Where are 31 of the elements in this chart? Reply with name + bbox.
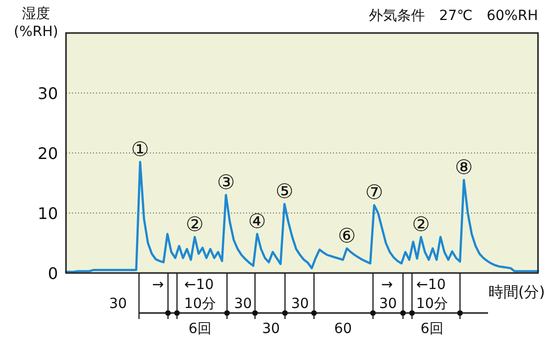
text: 30 (379, 296, 397, 312)
data-label: ② (412, 212, 430, 236)
data-label: ⑥ (338, 223, 356, 248)
text: 30 (291, 296, 309, 312)
text: 10分 (416, 296, 448, 312)
text: → (152, 277, 164, 293)
text: 30 (109, 296, 127, 312)
data-label: ⑦ (365, 180, 384, 204)
text: 60 (334, 321, 352, 337)
y-tick-label: 0 (48, 264, 58, 283)
y-tick-label: 30 (38, 84, 58, 103)
y-tick-label: 20 (38, 144, 58, 163)
data-label: ③ (216, 170, 235, 194)
data-label: ① (131, 137, 150, 161)
text: 10分 (184, 296, 216, 312)
y-axis-title: 湿度 (%RH) (14, 6, 58, 40)
y-tick-label: 10 (38, 204, 58, 223)
data-label: ④ (248, 209, 266, 233)
text: 30 (262, 321, 280, 337)
data-label: ② (186, 212, 204, 236)
chart-subtitle: 外気条件 27℃ 60%RH (369, 8, 538, 24)
text: 6回 (420, 321, 444, 337)
data-label: ⑤ (275, 179, 294, 203)
text: → (381, 277, 394, 293)
data-label: ⑧ (454, 155, 473, 179)
text: 6回 (188, 321, 212, 337)
x-axis-title: 時間(分) (488, 283, 545, 301)
text: ←10 (184, 277, 214, 293)
line-series (64, 160, 540, 273)
text: ←10 (416, 277, 446, 293)
text: 30 (234, 296, 252, 312)
